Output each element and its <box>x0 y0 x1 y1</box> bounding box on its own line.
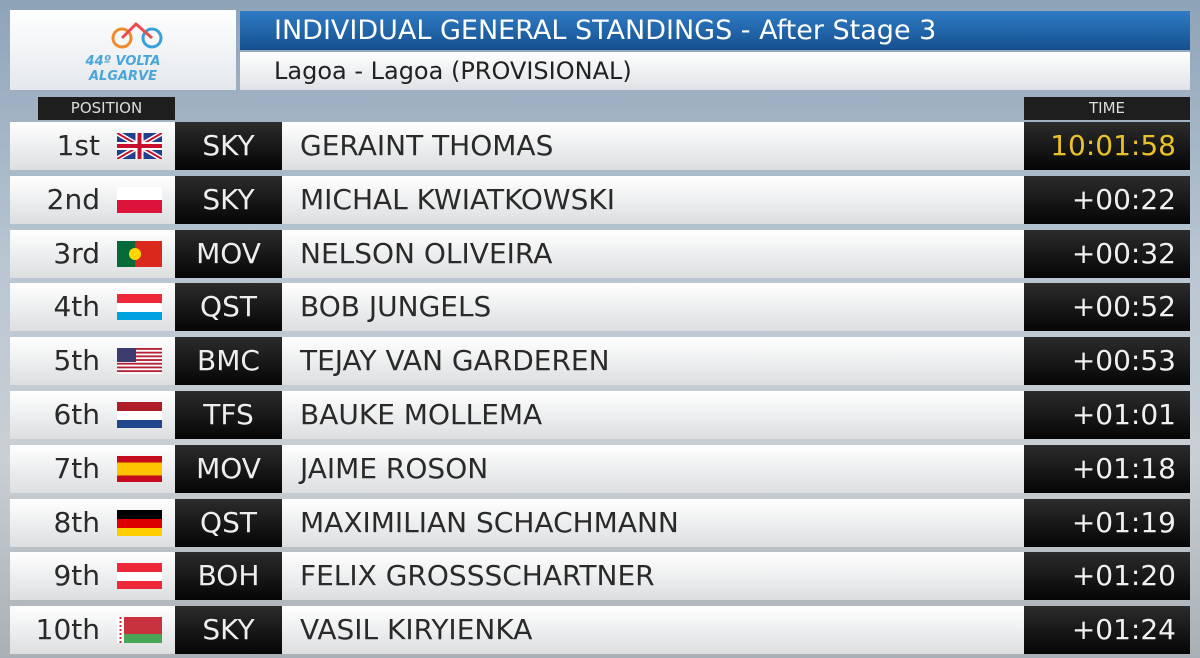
time: +00:22 <box>1024 175 1190 224</box>
rider-name: NELSON OLIVEIRA <box>282 229 1024 278</box>
team: SKY <box>175 122 282 170</box>
position: 8th <box>53 505 100 539</box>
rider-name: BAUKE MOLLEMA <box>282 391 1024 439</box>
position: 4th <box>53 290 100 324</box>
team: MOV <box>175 229 282 278</box>
flag <box>117 402 162 428</box>
team: QST <box>175 283 282 332</box>
time: +01:19 <box>1024 498 1190 547</box>
position: 2nd <box>46 182 100 216</box>
rider-name: MAXIMILIAN SCHACHMANN <box>282 498 1024 547</box>
title: INDIVIDUAL GENERAL STANDINGS - After Sta… <box>240 11 1190 50</box>
flag <box>117 509 162 536</box>
team: SKY <box>175 175 282 224</box>
team: BOH <box>175 552 282 601</box>
time: +01:20 <box>1024 552 1190 601</box>
position: 7th <box>53 451 100 485</box>
logo: 44º VOLTA ALGARVE <box>10 10 236 90</box>
flag <box>117 186 162 213</box>
position: 10th <box>35 613 100 647</box>
column-header: POSITION <box>38 97 175 120</box>
time: +01:24 <box>1024 606 1190 655</box>
flag <box>117 563 162 590</box>
rider-name: VASIL KIRYIENKA <box>282 606 1024 655</box>
logo-text: 44º VOLTA <box>85 54 161 69</box>
rider-name: BOB JUNGELS <box>282 283 1024 332</box>
team: QST <box>175 498 282 547</box>
time: +00:52 <box>1024 283 1190 332</box>
flag <box>117 240 162 267</box>
time: 10:01:58 <box>1024 122 1190 170</box>
rider-name: TEJAY VAN GARDEREN <box>282 337 1024 386</box>
logo-text: ALGARVE <box>88 69 158 84</box>
team: MOV <box>175 444 282 493</box>
flag <box>117 348 162 375</box>
time: +00:53 <box>1024 337 1190 386</box>
time: +01:01 <box>1024 391 1190 439</box>
rider-name: JAIME ROSON <box>282 444 1024 493</box>
logo-icon <box>111 21 163 49</box>
team: BMC <box>175 337 282 386</box>
position: 6th <box>53 398 100 431</box>
rider-name: MICHAL KWIATKOWSKI <box>282 175 1024 224</box>
time: +00:32 <box>1024 229 1190 278</box>
flag <box>117 294 162 321</box>
flag <box>117 617 162 644</box>
position: 5th <box>53 344 100 378</box>
position: 9th <box>53 559 100 593</box>
rider-name: FELIX GROSSSCHARTNER <box>282 552 1024 601</box>
rider-name: GERAINT THOMAS <box>282 122 1024 170</box>
column-header: TIME <box>1024 97 1190 120</box>
flag <box>117 455 162 482</box>
subtitle: Lagoa - Lagoa (PROVISIONAL) <box>240 52 1190 90</box>
position: 3rd <box>53 236 100 270</box>
flag <box>117 133 162 159</box>
position: 1st <box>56 129 100 162</box>
team: TFS <box>175 391 282 439</box>
time: +01:18 <box>1024 444 1190 493</box>
team: SKY <box>175 606 282 655</box>
